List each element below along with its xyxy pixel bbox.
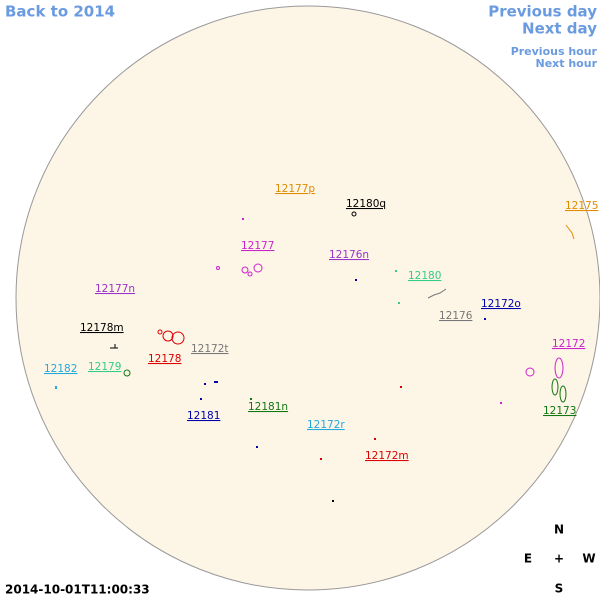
previous-hour-link[interactable]: Previous hour [511, 45, 598, 58]
compass-center: + [554, 552, 564, 566]
spots [110, 211, 575, 403]
region-label[interactable]: 12181 [187, 410, 220, 422]
solar-disk [15, 5, 600, 591]
compass-e: E [524, 552, 532, 566]
region-label[interactable]: 12180q [346, 198, 386, 210]
region-label[interactable]: 12172 [552, 338, 585, 350]
region-label[interactable]: 12172t [191, 343, 229, 355]
region-label[interactable]: 12180 [408, 270, 441, 282]
region-label[interactable]: 12181n [248, 401, 288, 413]
region-label[interactable]: 12176n [329, 249, 369, 261]
next-day-link[interactable]: Next day [522, 20, 597, 38]
back-link[interactable]: Back to 2014 [5, 3, 115, 21]
region-label[interactable]: 12179 [88, 361, 121, 373]
region-label[interactable]: 12172r [307, 419, 345, 431]
next-hour-link[interactable]: Next hour [536, 57, 598, 70]
region-label[interactable]: 12172m [365, 450, 409, 462]
compass-w: W [582, 552, 595, 566]
region-label[interactable]: 12178 [148, 353, 181, 365]
region-label[interactable]: 12176 [439, 310, 473, 322]
compass-n: N [554, 523, 564, 537]
previous-day-link[interactable]: Previous day [488, 3, 597, 21]
region-label[interactable]: 12175 [565, 200, 598, 212]
region-label[interactable]: 12177p [275, 183, 315, 195]
region-label[interactable]: 12182 [44, 363, 77, 375]
timestamp: 2014-10-01T11:00:33 [5, 583, 150, 597]
spot-dots [55, 218, 502, 502]
region-label[interactable]: 12173 [543, 405, 576, 417]
compass-s: S [555, 582, 564, 596]
region-label[interactable]: 12172o [481, 298, 521, 310]
region-label[interactable]: 12177 [241, 240, 274, 252]
region-label[interactable]: 12178m [80, 322, 124, 334]
region-label[interactable]: 12177n [95, 283, 135, 295]
